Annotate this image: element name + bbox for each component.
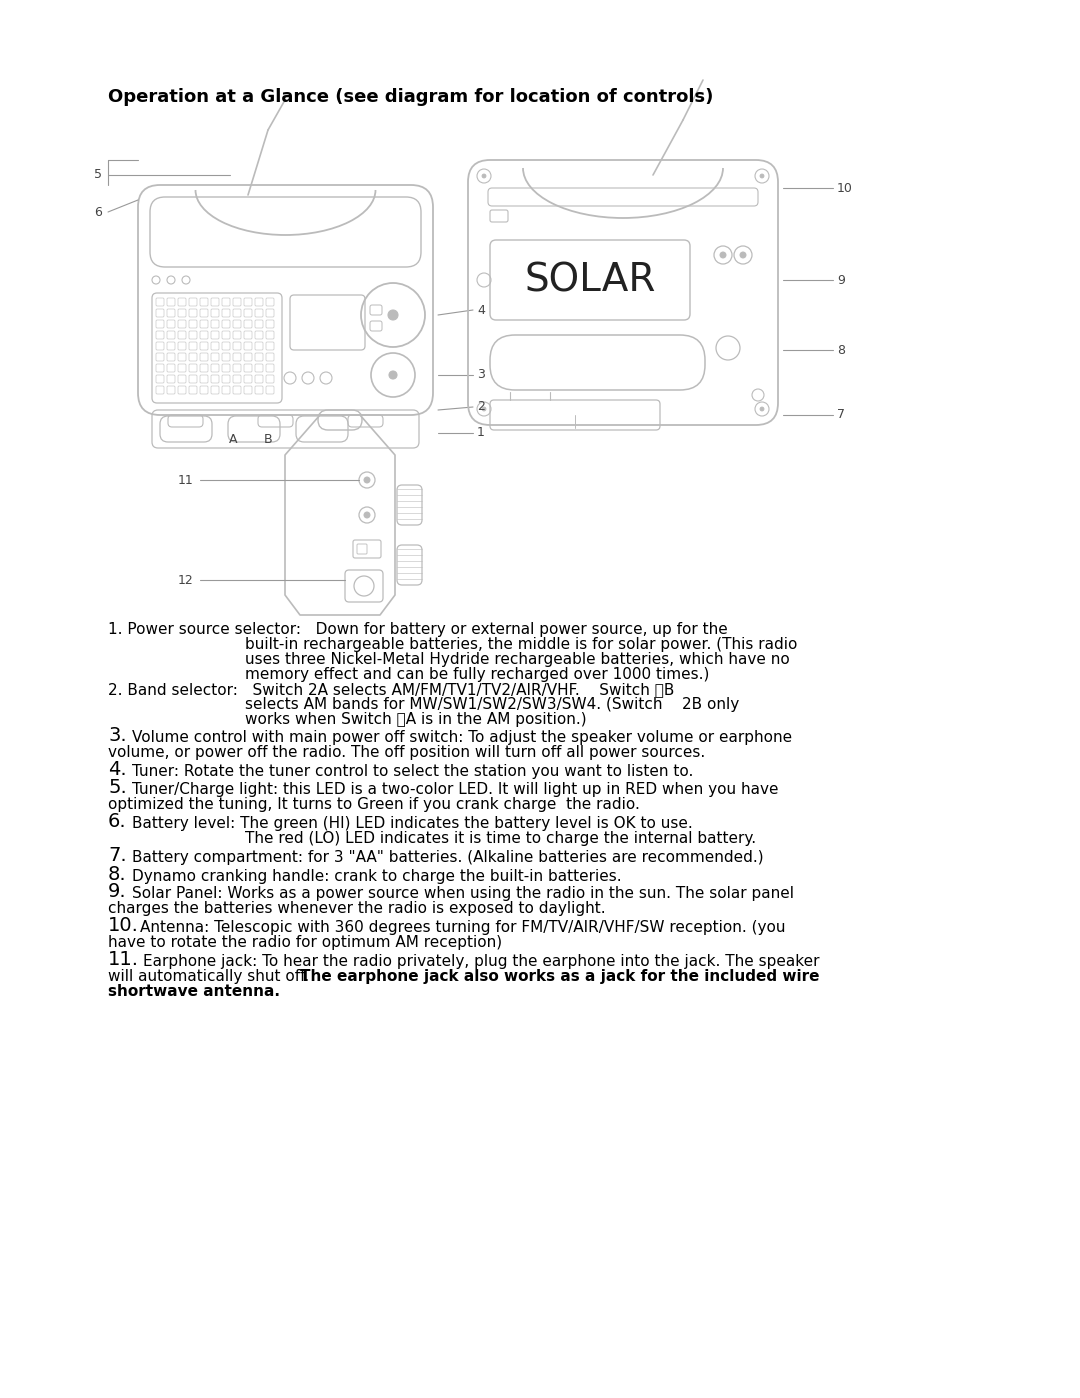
Text: Battery compartment: for 3 "AA" batteries. (Alkaline batteries are recommended.): Battery compartment: for 3 "AA" batterie… (132, 850, 764, 865)
Text: 11.: 11. (108, 951, 139, 969)
Text: 10: 10 (837, 182, 853, 194)
Text: 8: 8 (837, 344, 845, 356)
Text: memory effect and can be fully recharged over 1000 times.): memory effect and can be fully recharged… (245, 667, 710, 682)
Text: selects AM bands for MW/SW1/SW2/SW3/SW4. (Switch    2B only: selects AM bands for MW/SW1/SW2/SW3/SW4.… (245, 698, 739, 712)
Text: Tuner/Charge light: this LED is a two-color LED. It will light up in RED when yo: Tuner/Charge light: this LED is a two-co… (132, 781, 779, 797)
Text: 9.: 9. (108, 882, 126, 900)
Circle shape (740, 252, 746, 259)
Circle shape (482, 407, 486, 411)
Text: Operation at a Glance (see diagram for location of controls): Operation at a Glance (see diagram for l… (108, 88, 714, 106)
Text: Battery level: The green (HI) LED indicates the battery level is OK to use.: Battery level: The green (HI) LED indica… (132, 816, 692, 830)
Text: 12: 12 (177, 573, 193, 587)
Text: charges the batteries whenever the radio is exposed to daylight.: charges the batteries whenever the radio… (108, 900, 606, 916)
Text: Earphone jack: To hear the radio privately, plug the earphone into the jack. The: Earphone jack: To hear the radio private… (143, 953, 820, 969)
Circle shape (388, 310, 399, 320)
Text: uses three Nickel-Metal Hydride rechargeable batteries, which have no: uses three Nickel-Metal Hydride recharge… (245, 651, 789, 667)
Circle shape (364, 512, 370, 519)
Circle shape (720, 252, 726, 259)
Text: optimized the tuning, It turns to Green if you crank charge  the radio.: optimized the tuning, It turns to Green … (108, 797, 639, 812)
Text: The earphone jack also works as a jack for the included wire: The earphone jack also works as a jack f… (300, 969, 820, 984)
Text: Solar Panel: Works as a power source when using the radio in the sun. The solar : Solar Panel: Works as a power source whe… (132, 886, 794, 900)
Text: 6.: 6. (108, 812, 126, 830)
Text: The red (LO) LED indicates it is time to charge the internal battery.: The red (LO) LED indicates it is time to… (245, 830, 756, 846)
Text: shortwave antenna.: shortwave antenna. (108, 984, 280, 1000)
Circle shape (760, 173, 764, 178)
Text: have to rotate the radio for optimum AM reception): have to rotate the radio for optimum AM … (108, 935, 502, 951)
Text: 11: 11 (177, 474, 193, 487)
Text: 5.: 5. (108, 779, 126, 797)
Text: Antenna: Telescopic with 360 degrees turning for FM/TV/AIR/VHF/SW reception. (yo: Antenna: Telescopic with 360 degrees tur… (140, 920, 785, 935)
Text: will automatically shut off.: will automatically shut off. (108, 969, 314, 984)
Circle shape (760, 407, 764, 411)
Text: 2. Band selector:   Switch 2A selects AM/FM/TV1/TV2/AIR/VHF.    Switch ⒷB: 2. Band selector: Switch 2A selects AM/F… (108, 682, 674, 698)
Circle shape (364, 477, 370, 482)
Text: 10.: 10. (108, 916, 139, 935)
Text: 8.: 8. (108, 865, 126, 884)
Text: Dynamo cranking handle: crank to charge the built-in batteries.: Dynamo cranking handle: crank to charge … (132, 870, 622, 884)
Text: 4: 4 (477, 303, 485, 316)
Text: 1: 1 (477, 426, 485, 439)
Text: B: B (264, 433, 272, 446)
Text: works when Switch ⒷA is in the AM position.): works when Switch ⒷA is in the AM positi… (245, 712, 586, 727)
Text: SOLAR: SOLAR (524, 261, 656, 299)
Circle shape (389, 370, 397, 379)
Text: 4.: 4. (108, 761, 126, 779)
Circle shape (482, 173, 486, 178)
Text: built-in rechargeable batteries, the middle is for solar power. (This radio: built-in rechargeable batteries, the mid… (245, 637, 797, 651)
Text: 7: 7 (837, 408, 845, 422)
Text: Volume control with main power off switch: To adjust the speaker volume or earph: Volume control with main power off switc… (132, 730, 792, 745)
Text: 2: 2 (477, 400, 485, 414)
Text: 7.: 7. (108, 846, 126, 865)
Text: volume, or power off the radio. The off position will turn off all power sources: volume, or power off the radio. The off … (108, 745, 705, 761)
Text: 5: 5 (94, 169, 102, 182)
Text: 3.: 3. (108, 726, 126, 745)
Text: 9: 9 (837, 274, 845, 287)
Text: 1. Power source selector:   Down for battery or external power source, up for th: 1. Power source selector: Down for batte… (108, 622, 728, 637)
Text: Tuner: Rotate the tuner control to select the station you want to listen to.: Tuner: Rotate the tuner control to selec… (132, 763, 693, 779)
Text: A: A (229, 433, 238, 446)
Text: 6: 6 (94, 206, 102, 218)
Text: 3: 3 (477, 369, 485, 382)
